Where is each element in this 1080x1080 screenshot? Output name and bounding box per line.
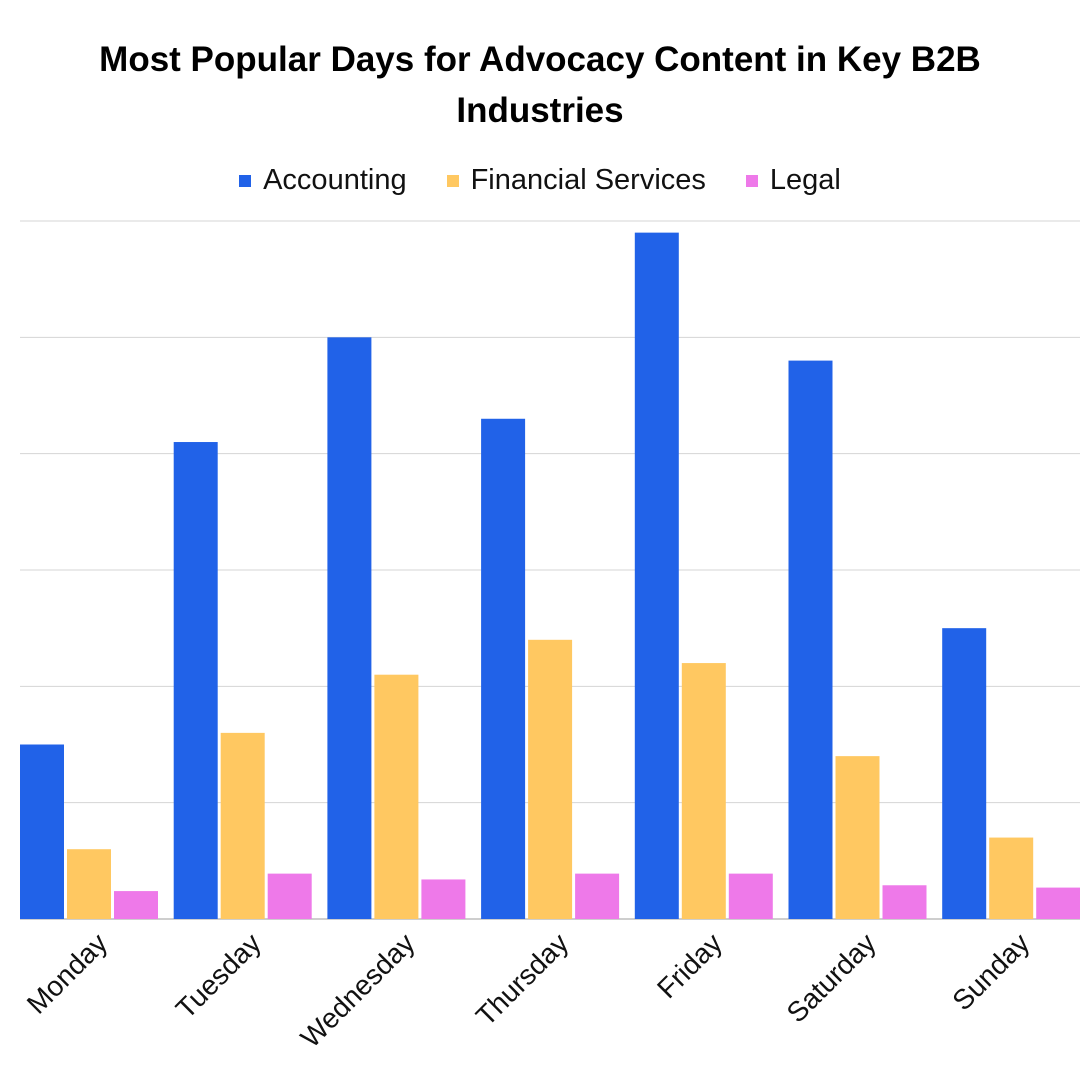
bar-financial-services-saturday [835, 756, 880, 919]
legend-swatch [745, 174, 758, 187]
x-tick-label: Thursday [470, 927, 574, 1031]
chart-title: Most Popular Days for Advocacy Content i… [99, 40, 981, 130]
legend-item-accounting: Accounting [239, 164, 407, 197]
bar-accounting-monday [20, 744, 64, 919]
bar-accounting-thursday [481, 418, 526, 919]
x-tick-label: Monday [21, 927, 113, 1019]
x-tick-label: Saturday [781, 927, 882, 1028]
bar-financial-services-wednesday [374, 674, 419, 919]
bar-legal-thursday [575, 873, 620, 919]
x-tick-label: Sunday [946, 927, 1035, 1016]
bar-financial-services-friday [681, 663, 726, 919]
bar-financial-services-thursday [528, 639, 573, 919]
legend-swatch [239, 174, 252, 187]
bar-accounting-tuesday [173, 442, 218, 919]
legend-item-legal: Legal [745, 164, 841, 197]
legend: Accounting Financial Services Legal [0, 164, 1080, 197]
bar-accounting-saturday [788, 360, 833, 920]
legend-swatch [446, 174, 459, 187]
x-tick-label: Wednesday [295, 927, 421, 1053]
bar-accounting-wednesday [327, 337, 372, 919]
x-tick-label: Tuesday [170, 927, 267, 1024]
legend-item-financial-services: Financial Services [446, 164, 706, 197]
bar-legal-monday [114, 891, 158, 919]
legend-label: Financial Services [470, 164, 706, 196]
bar-financial-services-tuesday [220, 732, 265, 919]
bar-legal-saturday [882, 885, 927, 919]
bar-accounting-friday [634, 232, 679, 920]
bar-legal-tuesday [267, 873, 312, 919]
bar-legal-sunday [1036, 887, 1080, 919]
bar-accounting-sunday [942, 628, 987, 919]
legend-label: Legal [769, 164, 841, 196]
bar-financial-services-sunday [989, 837, 1034, 919]
bar-legal-wednesday [421, 879, 466, 919]
legend-label: Accounting [263, 164, 407, 196]
bar-legal-friday [728, 873, 773, 919]
x-tick-label: Friday [651, 927, 728, 1004]
bar-financial-services-monday [67, 849, 111, 919]
